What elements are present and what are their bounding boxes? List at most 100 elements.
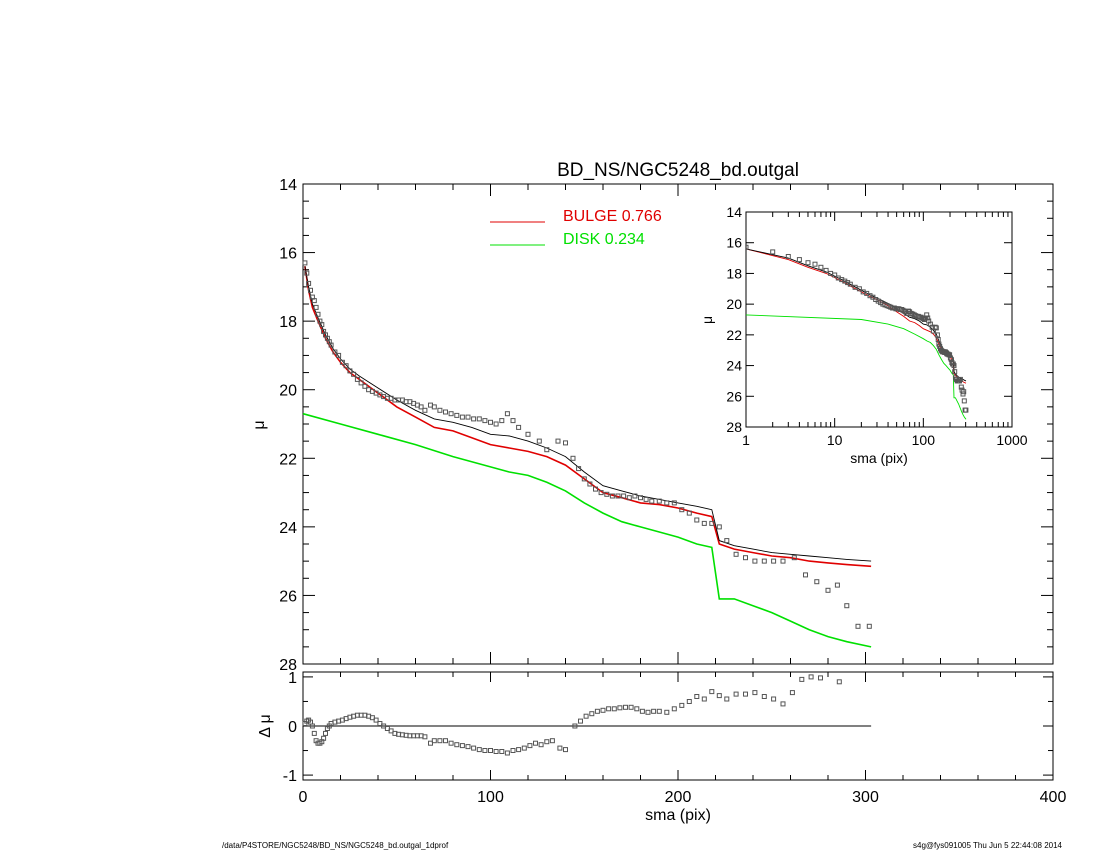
- inset-x-tick-label: 10: [827, 432, 843, 448]
- data-point: [358, 380, 364, 386]
- inset-data-point: [947, 352, 953, 358]
- data-point: [465, 414, 471, 420]
- data-point: [347, 368, 353, 374]
- residual-point: [818, 675, 823, 681]
- inset-data-point: [932, 324, 938, 330]
- x-tick-label: 400: [1040, 789, 1067, 806]
- inset-y-tick-label: 20: [726, 296, 742, 312]
- data-point: [482, 418, 488, 424]
- residual-point: [311, 730, 317, 736]
- residual-point: [628, 704, 634, 710]
- data-point: [454, 412, 460, 418]
- data-point: [443, 409, 448, 415]
- data-point: [536, 438, 542, 444]
- residual-point: [321, 735, 327, 741]
- residual-point: [493, 749, 499, 754]
- data-point: [555, 438, 561, 444]
- residual-point: [510, 748, 516, 753]
- data-point: [716, 524, 722, 530]
- residual-point: [578, 718, 583, 724]
- inset-data-point: [856, 286, 862, 292]
- residual-point: [671, 706, 677, 712]
- inset-y-tick-label: 24: [726, 358, 742, 374]
- inset-data-point: [818, 264, 824, 270]
- inset-data-point: [823, 267, 829, 273]
- series-line-disk: [302, 412, 872, 648]
- y-tick-label: 20: [279, 383, 297, 400]
- residual-point: [808, 674, 814, 680]
- residual-point: [799, 676, 805, 682]
- inset-series-line-disk: [746, 314, 967, 420]
- residual-point: [716, 693, 722, 699]
- residual-point: [789, 690, 795, 696]
- data-point: [563, 440, 568, 446]
- residual-point: [563, 747, 568, 753]
- inset-data-point: [958, 384, 964, 390]
- inset-x-tick-label: 1000: [996, 432, 1027, 448]
- data-point: [671, 500, 677, 506]
- inset-data-point: [770, 249, 776, 255]
- data-point: [354, 376, 360, 382]
- residual-point: [499, 749, 505, 754]
- residual-point: [583, 713, 589, 719]
- residual-point: [752, 690, 758, 696]
- residual-y-tick-label: -1: [283, 768, 297, 785]
- inset-data-point: [957, 376, 963, 382]
- legend-label-bulge: BULGE 0.766: [563, 208, 662, 225]
- residual-point: [733, 691, 739, 697]
- residual-point: [516, 747, 522, 753]
- residual-point: [656, 708, 662, 714]
- inset-y-tick-label: 28: [726, 419, 742, 435]
- data-point: [576, 466, 582, 472]
- residual-point: [606, 706, 612, 712]
- y-tick-label: 22: [279, 451, 297, 468]
- residual-point: [448, 740, 454, 746]
- inset-x-tick-label: 1: [742, 432, 750, 448]
- data-point: [493, 421, 499, 427]
- inset-y-tick-label: 26: [726, 388, 742, 404]
- data-point: [488, 419, 493, 425]
- x-tick-label: 0: [299, 789, 308, 806]
- data-point: [311, 298, 317, 304]
- residual-point: [600, 707, 606, 713]
- residual-point: [323, 730, 328, 736]
- residual-point: [482, 748, 488, 753]
- inset-data-point: [951, 363, 957, 369]
- data-point: [626, 495, 632, 501]
- data-point: [866, 623, 872, 629]
- data-point: [761, 558, 767, 564]
- footer-right: s4g@fys091005 Thu Jun 5 22:44:08 2014: [913, 841, 1063, 850]
- residual-point: [623, 704, 628, 710]
- inset-data-point: [805, 260, 811, 266]
- residual-point: [373, 717, 379, 723]
- inset-y-tick-label: 16: [726, 235, 742, 251]
- data-point: [362, 383, 368, 389]
- data-point: [510, 418, 516, 424]
- y-tick-label: 26: [279, 588, 297, 605]
- residual-point: [761, 694, 767, 699]
- residual-point: [686, 699, 692, 704]
- residual-point: [454, 742, 460, 748]
- inset-y-tick-label: 18: [726, 265, 742, 281]
- data-point: [679, 507, 685, 513]
- data-point: [844, 603, 850, 609]
- data-point: [825, 587, 831, 593]
- inset-data-point: [746, 244, 749, 250]
- data-point: [471, 416, 477, 422]
- residual-point: [724, 696, 730, 702]
- data-point: [308, 287, 313, 293]
- data-point: [525, 431, 531, 437]
- data-point: [332, 349, 338, 355]
- data-point: [609, 493, 615, 499]
- inset-data-point: [847, 281, 853, 287]
- y-tick-label: 24: [279, 520, 297, 537]
- residual-point: [645, 709, 651, 715]
- residual-point: [476, 747, 482, 753]
- data-point: [587, 481, 593, 487]
- data-point: [638, 495, 643, 501]
- residual-point: [557, 745, 563, 751]
- residual-y-tick-label: 1: [288, 670, 297, 687]
- y-tick-label: 16: [279, 246, 297, 263]
- data-point: [643, 496, 649, 502]
